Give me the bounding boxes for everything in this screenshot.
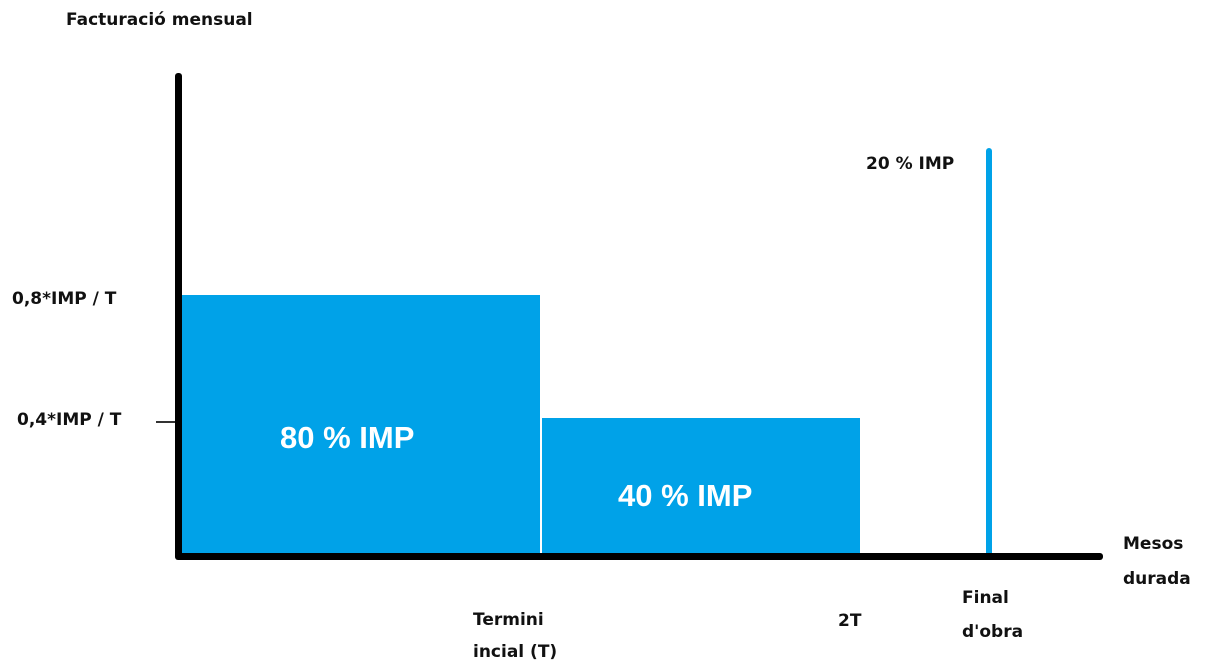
y-tick-low (156, 421, 176, 423)
block-40 (542, 418, 860, 556)
block-80 (178, 295, 540, 556)
y-label-high: 0,8*IMP / T (12, 289, 117, 309)
block-40-label: 40 % IMP (618, 478, 753, 513)
x-axis (175, 553, 1103, 560)
y-label-low: 0,4*IMP / T (17, 410, 122, 430)
x-axis-title-line1: Mesos (1123, 534, 1184, 554)
x-label-2t: 2T (838, 611, 862, 631)
x-label-t-line1: Termini (473, 610, 544, 630)
final-payment-label: 20 % IMP (866, 154, 955, 174)
block-80-label: 80 % IMP (280, 420, 415, 455)
x-label-end-line2: d'obra (962, 622, 1024, 642)
final-payment-line (986, 148, 992, 560)
y-axis-title: Facturació mensual (66, 10, 253, 30)
x-axis-title-line2: durada (1123, 569, 1191, 589)
x-label-end-line1: Final (962, 588, 1009, 608)
y-axis (175, 73, 182, 559)
x-label-t-line2: incial (T) (473, 642, 558, 662)
